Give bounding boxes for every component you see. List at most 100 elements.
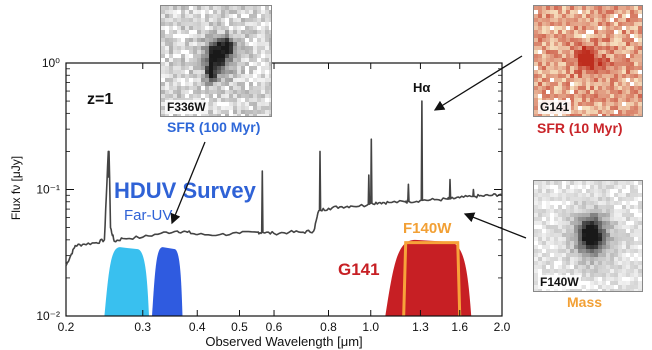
stamp-pixel [542,213,546,217]
stamp-pixel [181,18,185,22]
stamp-pixel [622,253,626,257]
stamp-pixel [610,114,614,116]
stamp-pixel [606,62,610,66]
stamp-pixel [225,98,229,102]
stamp-pixel [177,6,181,10]
stamp-pixel [558,78,562,82]
stamp-pixel [634,193,638,197]
stamp-pixel [221,110,225,114]
stamp-pixel [574,34,578,38]
stamp-pixel [566,82,570,86]
stamp-pixel [582,18,586,22]
stamp-pixel [221,62,225,66]
stamp-pixel [265,94,269,98]
stamp-pixel [566,205,570,209]
stamp-g141-band: G141 [538,100,572,114]
stamp-pixel [614,221,618,225]
stamp-pixel [582,6,586,10]
stamp-pixel [626,197,630,201]
stamp-pixel [562,82,566,86]
stamp-pixel [181,90,185,94]
stamp-pixel [598,197,602,201]
stamp-pixel [546,66,550,70]
stamp-pixel [241,102,245,106]
stamp-pixel [217,34,221,38]
stamp-pixel [229,50,233,54]
stamp-pixel [237,54,241,58]
stamp-pixel [614,66,618,70]
stamp-pixel [622,82,626,86]
stamp-pixel [598,213,602,217]
stamp-pixel [602,249,606,253]
stamp-pixel [534,209,538,213]
stamp-pixel [570,74,574,78]
stamp-pixel [265,102,269,106]
stamp-pixel [546,50,550,54]
stamp-pixel [241,74,245,78]
stamp-pixel [622,58,626,62]
stamp-pixel [265,26,269,30]
stamp-pixel [618,94,622,98]
stamp-pixel [622,285,626,289]
stamp-pixel [610,42,614,46]
stamp-pixel [618,221,622,225]
stamp-pixel [618,22,622,26]
stamp-pixel [209,46,213,50]
stamp-pixel [594,22,598,26]
stamp-pixel [598,193,602,197]
stamp-pixel [570,86,574,90]
stamp-pixel [550,74,554,78]
stamp-pixel [193,34,197,38]
stamp-pixel [566,90,570,94]
stamp-pixel [574,14,578,18]
stamp-pixel [566,185,570,189]
stamp-pixel [614,213,618,217]
stamp-pixel [169,74,173,78]
stamp-pixel [562,38,566,42]
stamp-pixel [610,30,614,34]
stamp-pixel [614,82,618,86]
stamp-pixel [638,241,642,245]
stamp-pixel [618,225,622,229]
stamp-pixel [582,10,586,14]
stamp-pixel [614,289,618,291]
stamp-pixel [538,14,542,18]
stamp-pixel [566,197,570,201]
stamp-pixel [562,22,566,26]
stamp-pixel [546,6,550,10]
stamp-pixel [257,102,261,106]
stamp-pixel [558,249,562,253]
stamp-pixel [261,70,265,74]
stamp-pixel [209,14,213,18]
stamp-pixel [606,110,610,114]
stamp-pixel [586,221,590,225]
stamp-pixel [205,22,209,26]
stamp-pixel [586,62,590,66]
stamp-pixel [193,22,197,26]
stamp-pixel [197,82,201,86]
stamp-pixel [578,110,582,114]
stamp-pixel [245,6,249,10]
stamp-pixel [562,217,566,221]
stamp-pixel [558,225,562,229]
stamp-pixel [626,74,630,78]
stamp-pixel [582,50,586,54]
stamp-pixel [574,209,578,213]
stamp-pixel [574,233,578,237]
stamp-pixel [638,281,642,285]
stamp-pixel [542,253,546,257]
stamp-pixel [550,261,554,265]
stamp-pixel [205,34,209,38]
stamp-pixel [538,209,542,213]
stamp-pixel [269,110,271,114]
stamp-pixel [574,42,578,46]
stamp-pixel [189,34,193,38]
stamp-pixel [622,257,626,261]
stamp-pixel [626,34,630,38]
stamp-pixel [542,245,546,249]
stamp-pixel [610,209,614,213]
stamp-pixel [213,26,217,30]
stamp-pixel [542,241,546,245]
stamp-pixel [626,217,630,221]
stamp-pixel [618,261,622,265]
